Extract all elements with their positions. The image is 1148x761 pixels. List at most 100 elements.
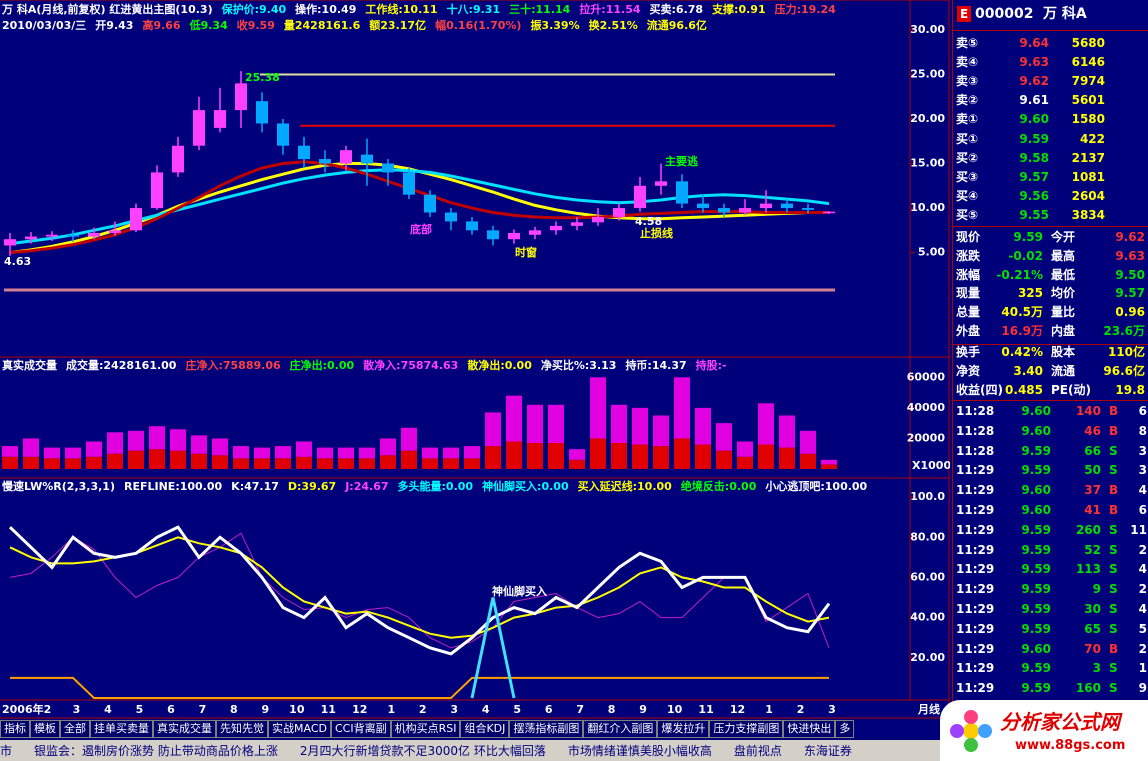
header-item: 量2428161.6 bbox=[284, 19, 361, 32]
header-item: 净买比%:3.13 bbox=[541, 358, 617, 372]
book-label: 买② bbox=[956, 150, 979, 165]
tab[interactable]: 机构买点RSI bbox=[390, 720, 461, 738]
tab[interactable]: 压力支撑副图 bbox=[709, 720, 784, 738]
tick-side: S bbox=[1109, 681, 1118, 696]
tab[interactable]: CCI背离副 bbox=[330, 720, 391, 738]
stat-label: 现量 bbox=[956, 286, 981, 301]
volume-bar bbox=[695, 444, 711, 469]
tick-count: 5 bbox=[1138, 621, 1147, 636]
tab[interactable]: 多 bbox=[835, 720, 855, 738]
stat-value: 40.5万 bbox=[1001, 305, 1043, 320]
tick-count: 4 bbox=[1138, 483, 1147, 498]
tick-count: 8 bbox=[1138, 423, 1147, 438]
tick-side: S bbox=[1109, 582, 1118, 597]
volume-bar bbox=[569, 459, 585, 469]
volume-bar bbox=[233, 458, 249, 469]
tick-count: 3 bbox=[1138, 443, 1147, 458]
tick-side: S bbox=[1109, 602, 1118, 616]
annotation: 止损线 bbox=[640, 226, 673, 240]
indicator-line bbox=[9, 168, 830, 246]
tab[interactable]: 爆发拉升 bbox=[657, 720, 710, 738]
header-item: 神仙脚买入:0.00 bbox=[482, 479, 569, 493]
volume-bar bbox=[527, 443, 543, 469]
news-item[interactable]: 市场情绪谨慎美股小幅收高 bbox=[567, 744, 712, 758]
tab[interactable]: 挂单买卖量 bbox=[90, 720, 153, 738]
volume-bar bbox=[44, 447, 60, 459]
tab[interactable]: 先知先觉 bbox=[216, 720, 268, 738]
x-tick-label: 9 bbox=[639, 703, 647, 716]
candle-body bbox=[88, 232, 100, 237]
book-price: 9.57 bbox=[1019, 169, 1049, 184]
tab[interactable]: 翻红介入副图 bbox=[583, 720, 658, 738]
volume-bar bbox=[422, 447, 438, 459]
tick-volume: 65 bbox=[1084, 621, 1101, 636]
tab[interactable]: 模板 bbox=[30, 720, 60, 738]
tab[interactable]: 全部 bbox=[60, 720, 90, 738]
volume-bar bbox=[65, 458, 81, 469]
header-item: 压力:19.24 bbox=[775, 2, 837, 16]
tab[interactable]: 快进快出 bbox=[783, 720, 836, 738]
volume-bar bbox=[611, 404, 627, 444]
tick-time: 11:29 bbox=[956, 562, 995, 577]
volume-bar bbox=[359, 447, 375, 459]
x-tick-label: 11 bbox=[698, 703, 713, 716]
book-volume: 2604 bbox=[1071, 188, 1105, 203]
tick-time: 11:28 bbox=[956, 404, 995, 418]
tab[interactable]: 真实成交量 bbox=[153, 720, 216, 738]
tab[interactable]: 组合KDJ bbox=[460, 720, 510, 738]
header-item: 买入延迟线:10.00 bbox=[578, 479, 673, 493]
tab[interactable]: 指标 bbox=[0, 720, 30, 738]
stat-label: 换手 bbox=[956, 345, 981, 359]
y-tick-label: 20000 bbox=[907, 431, 946, 444]
x-tick-label: 8 bbox=[608, 703, 616, 716]
y-tick-label: 100.0 bbox=[910, 490, 945, 503]
candle-body bbox=[109, 230, 121, 233]
header-item: 拉升:11.54 bbox=[579, 2, 641, 16]
news-item[interactable]: 2月四大行新增贷款不足3000亿 环比大幅回落 bbox=[299, 744, 546, 758]
tick-volume: 30 bbox=[1084, 602, 1101, 616]
volume-bar bbox=[590, 438, 606, 469]
volume-bar bbox=[107, 453, 123, 469]
x-tick-label: 12 bbox=[730, 703, 745, 716]
tab[interactable]: 摆荡指标副图 bbox=[509, 720, 584, 738]
header-item: 低9.34 bbox=[189, 18, 228, 32]
indicator-tabs: 指标 模板 全部 挂单买卖量 真实成交量 先知先觉 实战MACD CCI背离副 机构买点RSI 组… bbox=[0, 720, 948, 738]
header-item: 散净入:75874.63 bbox=[363, 358, 458, 372]
x-tick-label: 8 bbox=[230, 703, 238, 716]
volume-bar bbox=[2, 446, 18, 457]
x-tick-label: 10 bbox=[289, 703, 305, 716]
news-item[interactable]: 市 bbox=[0, 744, 13, 758]
volume-bar bbox=[653, 446, 669, 469]
volume-bar bbox=[128, 450, 144, 469]
tick-time: 11:29 bbox=[956, 503, 995, 517]
candle-body bbox=[130, 208, 142, 231]
tick-time: 11:29 bbox=[956, 661, 995, 676]
stat-value: 9.50 bbox=[1115, 267, 1145, 282]
news-item[interactable]: 银监会：遏制房价涨势 防止带动商品价格上涨 bbox=[34, 744, 278, 758]
volume-bar bbox=[317, 447, 333, 459]
tick-volume: 160 bbox=[1075, 681, 1101, 696]
header-item: 多头能量:0.00 bbox=[398, 479, 474, 493]
candle-body bbox=[235, 83, 247, 111]
tick-count: 2 bbox=[1138, 641, 1147, 656]
tick-count: 6 bbox=[1138, 404, 1147, 418]
header-item: 2010/03/03/三 bbox=[2, 19, 86, 32]
volume-bar bbox=[632, 444, 648, 469]
tick-side: B bbox=[1109, 423, 1119, 438]
volume-bar bbox=[275, 458, 291, 469]
volume-bar bbox=[212, 438, 228, 456]
tab[interactable]: 实战MACD bbox=[268, 720, 331, 738]
candle-body bbox=[67, 234, 79, 237]
news-item[interactable]: 盘前视点 bbox=[733, 744, 782, 758]
stat-label: 最低 bbox=[1051, 267, 1076, 282]
annotation: 主要逃 bbox=[665, 154, 699, 168]
volume-bar bbox=[548, 404, 564, 444]
tick-side: B bbox=[1109, 641, 1119, 656]
volume-bar bbox=[170, 429, 186, 451]
stat-label: 股本 bbox=[1051, 345, 1076, 359]
tick-price: 9.60 bbox=[1021, 503, 1051, 517]
candle-body bbox=[319, 159, 331, 164]
book-volume: 5680 bbox=[1071, 36, 1105, 50]
news-item[interactable]: 东海证券 bbox=[803, 744, 852, 758]
x-tick-label: 5 bbox=[513, 703, 521, 716]
